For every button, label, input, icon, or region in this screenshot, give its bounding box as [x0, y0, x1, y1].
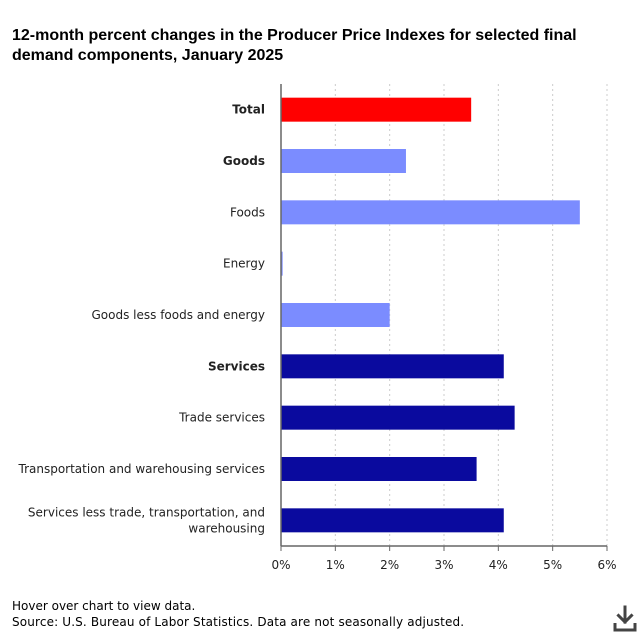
category-label: Total — [232, 103, 265, 117]
x-tick-label: 4% — [489, 558, 508, 572]
category-labels: Total Goods Foods Energy Goods less foods an… — [18, 103, 266, 536]
bar[interactable] — [281, 354, 504, 379]
hover-note: Hover over chart to view data. — [12, 599, 196, 613]
bar[interactable] — [281, 303, 390, 327]
download-button[interactable] — [612, 604, 638, 634]
category-label: Energy — [223, 257, 265, 271]
bar[interactable] — [281, 508, 504, 533]
bar[interactable] — [281, 405, 515, 430]
bar[interactable] — [281, 149, 406, 173]
category-label: Foods — [230, 205, 265, 219]
bar[interactable] — [281, 251, 283, 276]
download-icon — [613, 605, 637, 632]
chart-title: 12-month percent changes in the Producer… — [12, 27, 577, 64]
category-label: Services less trade, transportation, and… — [28, 505, 265, 535]
category-label: Transportation and warehousing services — [18, 462, 266, 476]
x-tick-label: 3% — [434, 558, 453, 572]
x-tick-label: 6% — [597, 558, 616, 572]
x-tick-label: 2% — [380, 558, 399, 572]
bars — [281, 97, 580, 533]
bar[interactable] — [281, 200, 580, 225]
bar[interactable] — [281, 97, 472, 122]
x-tick-label: 0% — [271, 558, 290, 572]
axes: 0% 1% 2% 3% 4% 5% 6% — [271, 84, 617, 572]
x-tick-label: 1% — [326, 558, 345, 572]
category-label: Goods less foods and energy — [92, 308, 266, 322]
category-label: Goods — [223, 154, 265, 168]
x-tick-label: 5% — [543, 558, 562, 572]
bar[interactable] — [281, 457, 477, 481]
source-note: Source: U.S. Bureau of Labor Statistics.… — [12, 615, 465, 629]
category-label: Trade services — [178, 411, 265, 425]
category-label: Services — [208, 359, 265, 373]
